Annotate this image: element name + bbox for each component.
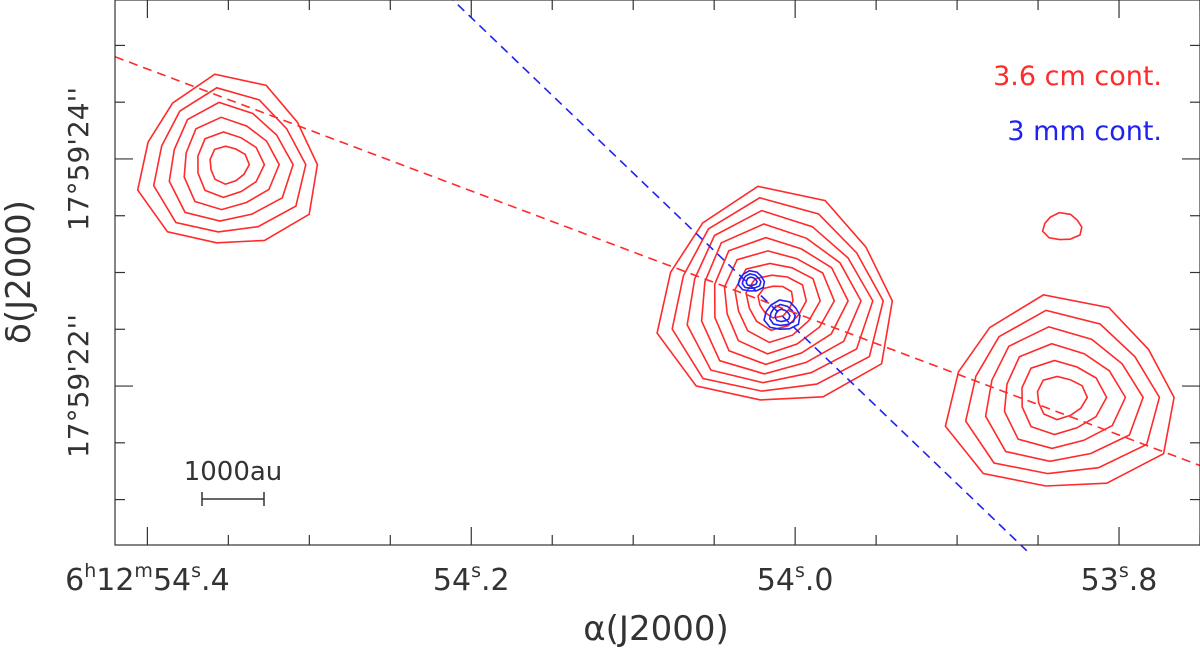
source-center-level-5 [713, 236, 849, 366]
y-tick-label: 17°59'22'' [62, 314, 95, 458]
y-axis-label: δ(J2000) [0, 200, 39, 344]
mm-core-1-level-1 [737, 269, 766, 292]
mm-core-2-level-2 [768, 303, 797, 327]
contour-layer [136, 73, 1175, 487]
mm-core-1-level-3 [745, 276, 759, 287]
source-small-level-1 [1041, 211, 1083, 241]
source-se-level-6 [1036, 375, 1089, 421]
source-se-level-5 [1021, 359, 1108, 436]
x-tick-label: 54s​.0 [757, 560, 834, 598]
mm-core-2 [763, 299, 801, 331]
y-tick-labels: 17°59'24'' 17°59'22'' [62, 87, 95, 458]
source-center-level-2 [671, 196, 885, 392]
mm-core-2-level-3 [774, 308, 791, 323]
y-tick-label: 17°59'24'' [62, 87, 95, 231]
source-nw-level-2 [152, 86, 307, 233]
source-nw-level-1 [136, 73, 319, 244]
source-se-level-1 [944, 294, 1175, 487]
blue-axis-line [451, 0, 1028, 552]
source-center-level-7 [734, 262, 822, 344]
x-tick-label: 6h​12m​54s​.4 [65, 560, 230, 598]
mm-core-1 [737, 269, 766, 292]
x-tick-labels: 6h​12m​54s​.4 54s​.2 54s​.0 53s​.8 [65, 560, 1157, 598]
legend-entry-3.6cm: 3.6 cm cont. [993, 61, 1162, 92]
legend: 3.6 cm cont. 3 mm cont. [993, 61, 1162, 147]
source-nw-level-5 [197, 131, 266, 199]
axis-lines-layer [114, 0, 1200, 552]
source-center-level-3 [686, 209, 874, 384]
scalebar: 1000au [184, 457, 283, 506]
source-nw [136, 73, 319, 244]
source-nw-level-6 [209, 145, 251, 186]
x-tick-label: 54s​.2 [433, 560, 510, 598]
source-se [944, 294, 1175, 487]
mm-core-2-level-1 [763, 299, 801, 331]
x-axis-label: α(J2000) [583, 609, 729, 649]
source-nw-level-4 [183, 116, 281, 211]
mm-core-1-level-2 [741, 273, 762, 290]
scalebar-label: 1000au [184, 457, 283, 487]
source-center-level-1 [656, 185, 894, 401]
source-se-level-2 [964, 309, 1161, 475]
source-center-level-4 [700, 223, 862, 375]
x-tick-label: 53s​.8 [1081, 560, 1158, 598]
source-small [1041, 211, 1083, 241]
legend-entry-3mm: 3 mm cont. [1007, 116, 1162, 147]
source-se-level-4 [1003, 342, 1127, 450]
ticks-layer [115, 0, 1200, 545]
source-se-level-3 [984, 325, 1144, 463]
source-nw-level-3 [168, 101, 294, 222]
source-center [656, 185, 894, 401]
source-center-level-6 [723, 250, 836, 355]
source-center-level-9 [757, 285, 794, 319]
red-axis-line [114, 56, 1200, 467]
